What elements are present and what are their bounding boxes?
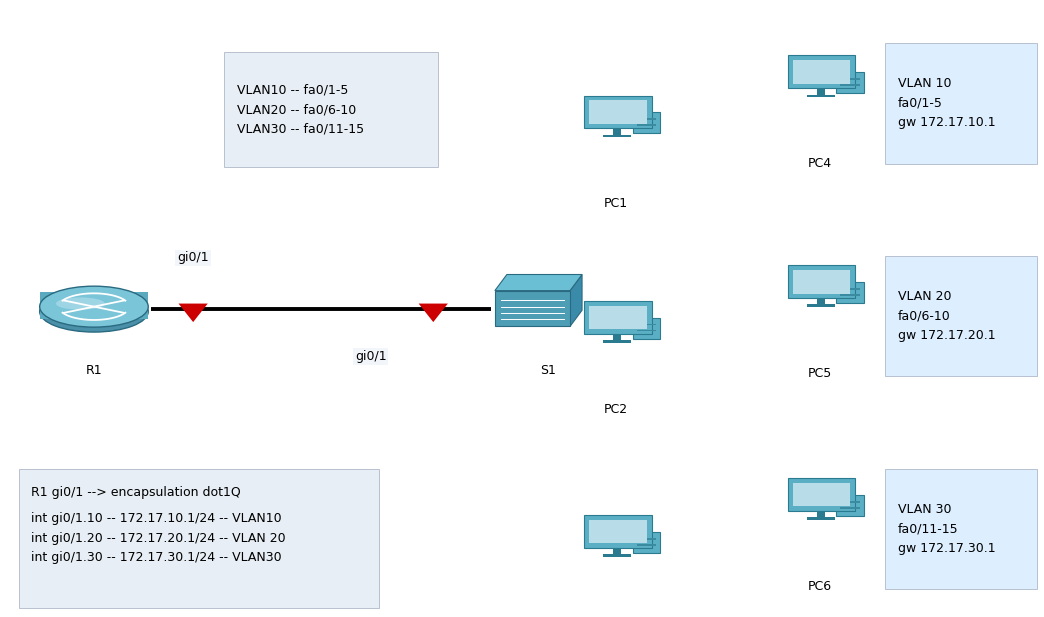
- Bar: [840, 294, 859, 296]
- Bar: [613, 334, 621, 340]
- Bar: [613, 548, 621, 554]
- FancyBboxPatch shape: [792, 482, 850, 507]
- Bar: [816, 88, 825, 94]
- Text: R1: R1: [86, 364, 102, 377]
- Text: PC2: PC2: [603, 403, 628, 416]
- FancyBboxPatch shape: [224, 52, 438, 167]
- Bar: [816, 298, 825, 304]
- Bar: [840, 288, 859, 290]
- Polygon shape: [419, 304, 448, 322]
- Polygon shape: [570, 275, 583, 326]
- Text: PC5: PC5: [807, 367, 832, 380]
- FancyBboxPatch shape: [836, 282, 863, 303]
- Ellipse shape: [56, 297, 104, 310]
- Bar: [613, 128, 621, 135]
- FancyBboxPatch shape: [589, 100, 646, 124]
- Bar: [840, 507, 859, 508]
- FancyBboxPatch shape: [787, 56, 855, 88]
- Text: gi0/1: gi0/1: [177, 251, 209, 265]
- Text: S1: S1: [540, 364, 556, 377]
- FancyBboxPatch shape: [633, 318, 660, 339]
- FancyBboxPatch shape: [885, 256, 1037, 376]
- Text: VLAN 30
fa0/11-15
gw 172.17.30.1: VLAN 30 fa0/11-15 gw 172.17.30.1: [898, 503, 996, 555]
- Bar: [637, 538, 656, 540]
- FancyBboxPatch shape: [885, 43, 1037, 164]
- Polygon shape: [495, 275, 583, 291]
- Polygon shape: [179, 304, 208, 322]
- FancyBboxPatch shape: [836, 495, 863, 516]
- Bar: [603, 340, 631, 343]
- Text: VLAN 10
fa0/1-5
gw 172.17.10.1: VLAN 10 fa0/1-5 gw 172.17.10.1: [898, 77, 996, 130]
- Bar: [807, 517, 834, 520]
- Bar: [637, 118, 656, 120]
- Bar: [840, 84, 859, 86]
- FancyBboxPatch shape: [584, 515, 651, 548]
- Ellipse shape: [40, 286, 148, 327]
- FancyBboxPatch shape: [836, 72, 863, 93]
- FancyBboxPatch shape: [19, 469, 379, 608]
- FancyBboxPatch shape: [584, 96, 651, 128]
- FancyBboxPatch shape: [787, 265, 855, 298]
- FancyBboxPatch shape: [633, 112, 660, 133]
- Bar: [637, 329, 656, 331]
- Bar: [40, 292, 148, 319]
- Bar: [807, 304, 834, 307]
- Text: PC6: PC6: [807, 580, 832, 593]
- Bar: [816, 511, 825, 517]
- Bar: [840, 501, 859, 503]
- Bar: [637, 324, 656, 326]
- Ellipse shape: [40, 291, 148, 332]
- Text: PC1: PC1: [603, 197, 628, 210]
- FancyBboxPatch shape: [584, 301, 651, 334]
- FancyBboxPatch shape: [633, 532, 660, 553]
- Bar: [637, 124, 656, 126]
- Text: PC4: PC4: [807, 157, 832, 170]
- Text: R1 gi0/1 --> encapsulation dot1Q: R1 gi0/1 --> encapsulation dot1Q: [31, 486, 241, 499]
- Bar: [840, 78, 859, 80]
- FancyBboxPatch shape: [589, 520, 646, 544]
- FancyBboxPatch shape: [885, 469, 1037, 589]
- Text: gi0/1: gi0/1: [355, 350, 386, 363]
- Bar: [495, 291, 570, 326]
- Text: VLAN10 -- fa0/1-5
VLAN20 -- fa0/6-10
VLAN30 -- fa0/11-15: VLAN10 -- fa0/1-5 VLAN20 -- fa0/6-10 VLA…: [237, 83, 364, 136]
- Text: int gi0/1.10 -- 172.17.10.1/24 -- VLAN10
int gi0/1.20 -- 172.17.20.1/24 -- VLAN : int gi0/1.10 -- 172.17.10.1/24 -- VLAN10…: [31, 512, 286, 564]
- FancyBboxPatch shape: [792, 270, 850, 294]
- Bar: [603, 554, 631, 557]
- FancyBboxPatch shape: [792, 60, 850, 84]
- Bar: [603, 135, 631, 138]
- Bar: [637, 544, 656, 545]
- Text: VLAN 20
fa0/6-10
gw 172.17.20.1: VLAN 20 fa0/6-10 gw 172.17.20.1: [898, 290, 996, 342]
- Bar: [807, 94, 834, 97]
- FancyBboxPatch shape: [589, 305, 646, 329]
- FancyBboxPatch shape: [787, 478, 855, 511]
